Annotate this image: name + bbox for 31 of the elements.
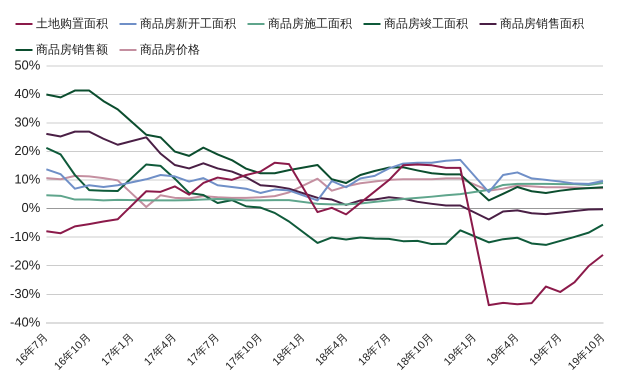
y-tick-label: 10%	[14, 172, 41, 187]
y-tick-label: 0%	[22, 200, 41, 216]
x-tick-label: 17年4月	[142, 331, 180, 368]
x-tick-label: 19年4月	[484, 331, 522, 368]
x-tick-label: 16年7月	[14, 331, 51, 368]
x-tick-label: 18年4月	[313, 331, 350, 368]
x-tick-label: 17年10月	[223, 331, 265, 373]
y-tick-label: 50%	[14, 58, 41, 73]
x-tick-label: 16年10月	[52, 331, 94, 373]
legend-label: 商品房销售面积	[500, 16, 584, 30]
y-tick-label: -20%	[10, 257, 41, 272]
y-tick-label: 20%	[14, 143, 41, 158]
x-tick-label: 19年7月	[527, 331, 564, 368]
legend-label: 商品房价格	[140, 42, 200, 56]
x-tick-label: 18年10月	[394, 331, 436, 373]
legend-label: 土地购置面积	[36, 16, 108, 30]
x-tick-label: 19年1月	[442, 331, 479, 368]
x-tick-label: 17年1月	[99, 331, 136, 368]
y-tick-label: -30%	[10, 286, 41, 301]
y-tick-label: 30%	[14, 114, 41, 130]
x-tick-label: 18年7月	[356, 331, 394, 368]
legend-label: 商品房竣工面积	[384, 16, 468, 30]
y-tick-label: -40%	[10, 314, 41, 330]
legend-label: 商品房施工面积	[268, 16, 352, 30]
legend-label: 商品房新开工面积	[140, 16, 236, 30]
x-tick-label: 18年1月	[270, 331, 308, 368]
x-tick-label: 19年10月	[566, 331, 608, 373]
x-tick-label: 17年7月	[184, 331, 222, 368]
legend-label: 商品房销售额	[36, 42, 108, 56]
y-tick-label: 40%	[14, 86, 41, 102]
y-tick-label: -10%	[10, 228, 41, 244]
